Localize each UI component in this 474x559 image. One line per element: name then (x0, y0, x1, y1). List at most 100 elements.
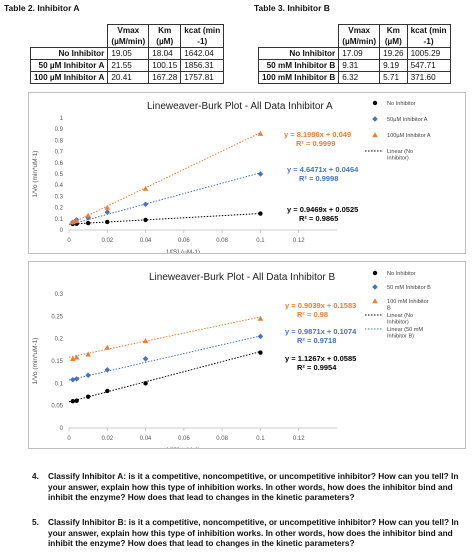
y-tick-label: 0.15 (51, 359, 63, 365)
legend-label-line: 100µM Inhibitor A (387, 133, 431, 139)
x-tick-label: 0 (67, 436, 71, 442)
trend-r2: R² = 0.9999 (296, 139, 335, 148)
legend-label-line: Inhibitor) (387, 320, 409, 326)
data-point (105, 219, 110, 225)
legend-label: No Inhibitor (387, 101, 416, 107)
cell-vmax: 19.05 (107, 47, 150, 60)
question-5-number: 5. (32, 517, 39, 527)
x-tick-label: 0.12 (293, 436, 305, 442)
data-point (74, 398, 79, 403)
y-tick-label: 0.4 (55, 183, 64, 189)
table-row: 100 mM Inhibitor B 6.32 5.71 371.60 (257, 71, 451, 84)
x-axis-label: 1/[S] (µM-1) (166, 447, 200, 448)
row-label: 50 µM Inhibitor A (29, 59, 109, 72)
data-point (85, 220, 91, 226)
y-tick-label: 0.6 (55, 161, 64, 167)
table-row: 50 mM Inhibitor B 9.31 9.19 547.71 (257, 59, 451, 72)
data-point (142, 338, 149, 344)
legend-label-line: No Inhibitor (387, 101, 416, 107)
header-vmax: Vmax (µM/min) (107, 24, 150, 48)
cell-kcat: 547.71 (406, 59, 451, 72)
legend-label-line: Inhibitor) (387, 156, 409, 162)
question-4-number: 4. (32, 471, 39, 481)
x-tick-label: 0.1 (256, 436, 265, 442)
header-vmax: Vmax (µM/min) (338, 24, 381, 48)
row-label: No Inhibitor (257, 47, 340, 60)
x-tick-label: 0.12 (293, 238, 305, 244)
cell-km: 167.28 (148, 71, 182, 84)
trendline-2 (68, 316, 261, 358)
y-tick-label: 0 (60, 228, 64, 234)
legend-marker (372, 270, 378, 276)
trend-equation: y = 4.6471x + 0.0464 (287, 165, 359, 174)
chart-title: Lineweaver-Burk Plot - All Data Inhibito… (147, 101, 333, 112)
trend-r2: R² = 0.98 (297, 310, 328, 319)
legend-label: Linear (No Inhibitor) (387, 149, 413, 162)
legend-label-line: 50 mM Inhibitor B (387, 285, 431, 291)
legend-label: Linear (No Inhibitor) (387, 313, 413, 326)
question-5-text: Classify Inhibitor B: is it a competitiv… (48, 517, 459, 548)
trendline-1 (68, 335, 261, 381)
table-row: No Inhibitor 19.05 18.04 1642.04 (29, 47, 225, 60)
data-point (73, 218, 80, 224)
legend-marker (372, 100, 378, 106)
chart-b-frame: Lineweaver-Burk Plot - All Data Inhibito… (28, 261, 466, 454)
table-header-row: Vmax (µM/min) Km (µM) kcat (min -1) (30, 24, 225, 48)
legend-label-line: Inhibitor B) (387, 334, 414, 340)
y-tick-label: 0.7 (55, 150, 64, 156)
y-tick-label: 0.25 (51, 314, 63, 320)
data-point (258, 211, 263, 216)
x-tick-label: 0.02 (101, 238, 113, 244)
y-tick-label: 0 (60, 426, 64, 432)
data-point (104, 209, 111, 215)
x-tick-label: 0.04 (140, 436, 152, 442)
legend-label: 50 mM Inhibitor B (387, 285, 431, 291)
cell-vmax: 9.31 (338, 59, 381, 72)
cell-km: 19.26 (379, 47, 408, 60)
trend-r2: R² = 0.9998 (299, 174, 338, 183)
table-b: Vmax (µM/min) Km (µM) kcat (min -1) No Inhi… (257, 24, 451, 84)
legend-label-line: B (387, 306, 391, 312)
trendline-2 (68, 132, 261, 225)
header-kcat: kcat (min -1) (406, 24, 451, 48)
chart-a: Lineweaver-Burk Plot - All Data Inhibito… (32, 100, 431, 256)
y-tick-label: 0.5 (55, 172, 64, 178)
header-km: Km (µM) (148, 24, 182, 48)
legend-label-line: Linear (No (387, 313, 413, 319)
row-label: 100 µM Inhibitor A (29, 71, 109, 84)
trend-equation: y = 1.1267x + 0.0585 (285, 354, 356, 363)
trend-equation: y = 0.9871x + 0.1074 (285, 327, 357, 336)
x-tick-label: 0.04 (140, 238, 152, 244)
data-point (73, 376, 80, 382)
data-point (70, 355, 76, 361)
legend-label: No Inhibitor (387, 271, 416, 277)
trendline-0 (68, 351, 261, 403)
question-4-text: Classify Inhibitor A: is it a competitiv… (48, 471, 459, 502)
trendline-0 (68, 213, 261, 225)
data-point (142, 201, 149, 208)
chart-title: Lineweaver-Burk Plot - All Data Inhibito… (149, 272, 336, 283)
cell-km: 18.04 (148, 47, 182, 60)
table-row: 50 µM Inhibitor A 21.55 100.15 1856.31 (29, 59, 225, 72)
row-label: 100 mM Inhibitor B (257, 71, 340, 84)
x-tick-label: 0.06 (178, 238, 190, 244)
legend-label: Linear (50 mM Inhibitor B) (387, 327, 423, 340)
x-tick-label: 0 (67, 238, 71, 244)
legend-marker (372, 116, 378, 122)
data-point (257, 333, 264, 340)
data-point (105, 388, 110, 394)
table-a-caption: Table 2. Inhibitor A (4, 3, 80, 13)
data-point (143, 381, 148, 386)
chart-a-frame: Lineweaver-Burk Plot - All Data Inhibito… (28, 92, 466, 256)
y-axis-label: 1/Vo (min*uM-1) (32, 338, 39, 385)
cell-vmax: 21.55 (107, 59, 150, 72)
data-point (70, 399, 76, 404)
y-tick-label: 0.1 (55, 217, 64, 223)
x-axis-label: 1/[S] (µM-1) (166, 249, 200, 253)
cell-km: 5.71 (379, 71, 408, 84)
header-km: Km (µM) (379, 24, 408, 48)
data-point (104, 204, 111, 210)
table-row: No Inhibitor 17.09 19.26 1005.29 (257, 47, 451, 60)
trend-r2: R² = 0.9718 (297, 336, 336, 345)
table-b-caption: Table 3. Inhibitor B (254, 3, 330, 13)
